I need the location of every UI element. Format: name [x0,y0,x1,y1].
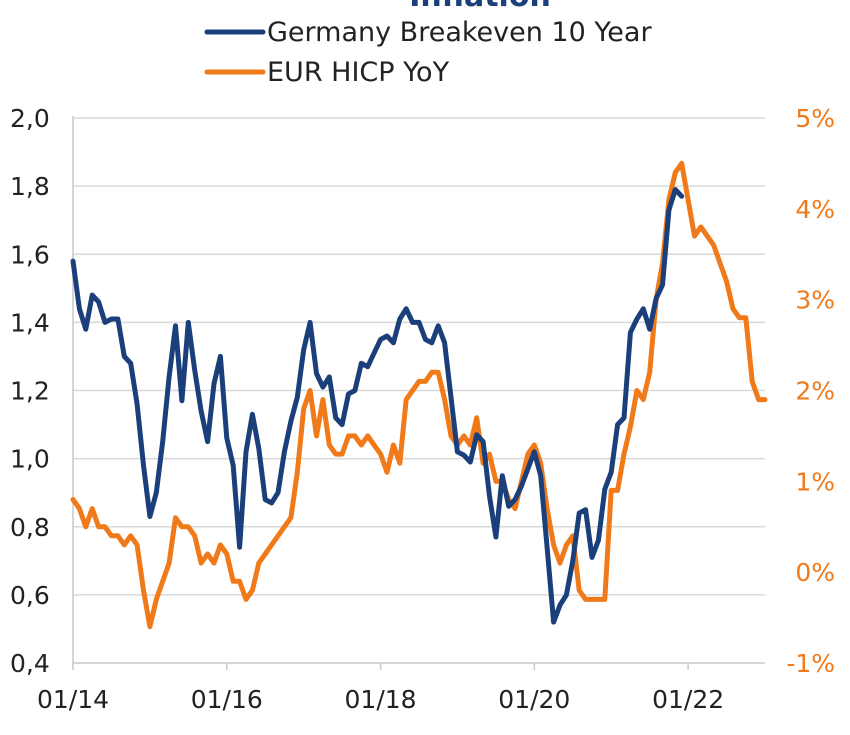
x-tick-label: 01/22 [652,685,724,714]
x-tick-label: 01/16 [191,685,263,714]
chart-title: Inflation [409,0,551,14]
y-left-tick-label: 1,4 [10,308,50,337]
y-left-tick-label: 2,0 [10,104,50,133]
breakeven-series-line [70,187,685,625]
y-right-tick-label: 5% [795,104,835,133]
y-left-tick-label: 1,6 [10,240,50,269]
y-right-tick-label: 0% [795,558,835,587]
legend-label: EUR HICP YoY [267,57,450,88]
legend: Germany Breakeven 10 Year EUR HICP YoY [204,17,652,88]
y-left-tick-label: 1,8 [10,172,50,201]
x-tick-label: 01/18 [345,685,417,714]
x-tick-label: 01/20 [498,685,570,714]
legend-label: Germany Breakeven 10 Year [267,17,652,48]
y-right-tick-label: -1% [786,649,835,678]
axes [72,116,765,670]
y-left-tick-label: 0,8 [10,513,50,542]
y-left-tick-label: 1,2 [10,377,50,406]
hicp-series-line [70,160,768,630]
y-left-tick-label: 0,6 [10,581,50,610]
y-left-tick-label: 0,4 [10,649,50,678]
tick-labels: 0,4 0,6 0,8 1,0 1,2 1,4 1,6 1,8 2,0 -1% 0% 1% 2% 3% 4%… [10,104,835,714]
y-right-tick-label: 1% [795,467,835,496]
y-right-tick-label: 4% [795,195,835,224]
y-left-tick-label: 1,0 [10,445,50,474]
y-right-tick-label: 3% [795,286,835,315]
series-lines [70,160,768,630]
x-tick-label: 01/14 [37,685,109,714]
y-right-tick-label: 2% [795,377,835,406]
